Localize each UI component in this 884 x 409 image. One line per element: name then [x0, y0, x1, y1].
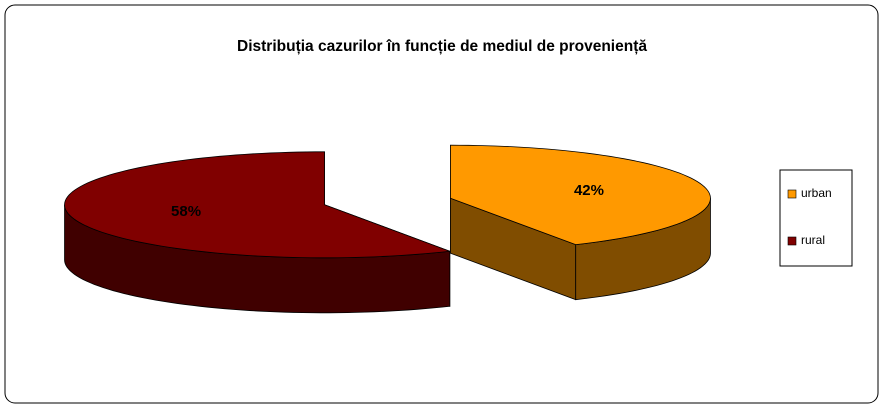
legend-label: rural — [801, 233, 825, 247]
slice — [450, 144, 711, 301]
legend-swatch — [787, 236, 797, 246]
data-label: 42% — [574, 182, 604, 199]
data-label: 58% — [171, 203, 201, 220]
legend-swatch — [787, 189, 797, 199]
slice — [64, 151, 451, 314]
chart-title: Distribuția cazurilor în funcție de medi… — [237, 38, 647, 55]
slice-top — [64, 151, 450, 259]
pie: 42% 58% — [64, 144, 711, 314]
legend-entries: urban rural — [787, 186, 832, 247]
slice-top — [450, 144, 711, 246]
legend — [779, 169, 853, 267]
legend-label: urban — [801, 186, 832, 200]
